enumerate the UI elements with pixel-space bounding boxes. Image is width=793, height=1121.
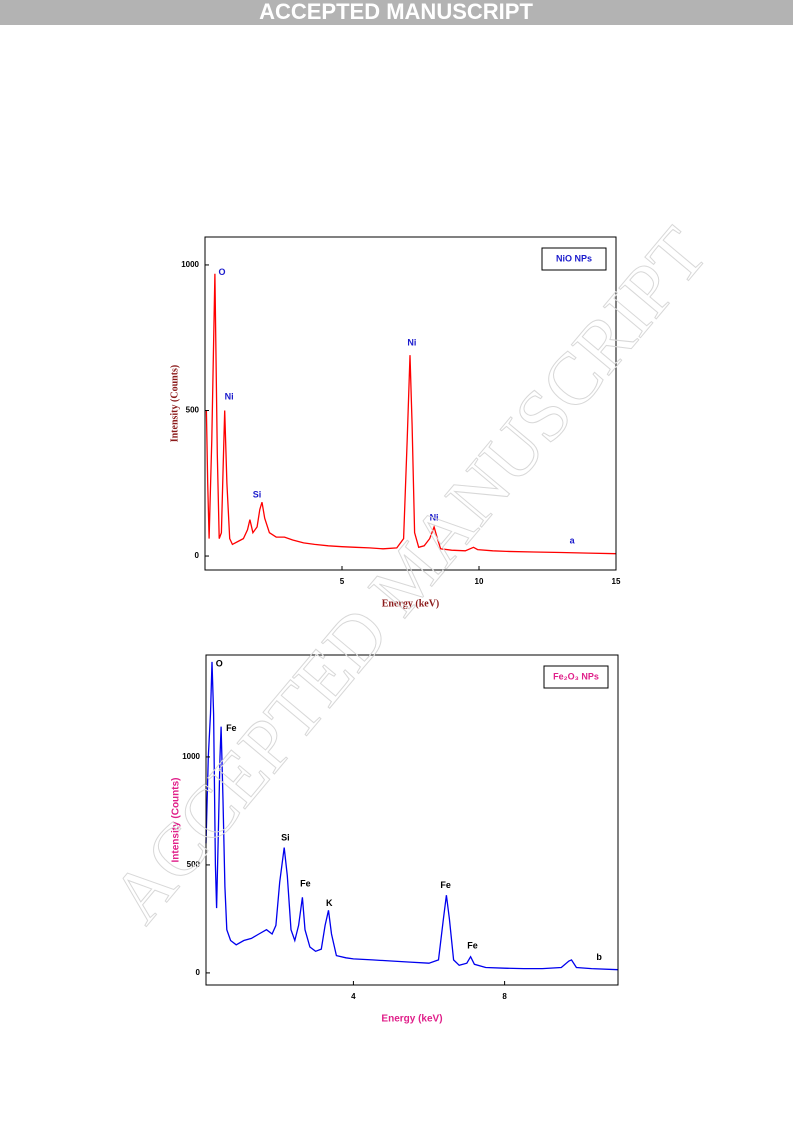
y-tick-label: 1000 [182, 752, 200, 761]
header-bar [0, 0, 793, 25]
peak-label: a [570, 535, 576, 545]
x-axis-label: Energy (keV) [381, 1014, 442, 1025]
y-tick-label: 0 [195, 551, 200, 560]
x-tick-label: 8 [502, 992, 507, 1001]
x-tick-label: 10 [475, 577, 484, 586]
x-axis-label: Energy (keV) [382, 598, 440, 609]
y-tick-label: 1000 [181, 260, 199, 269]
peak-label: Fe [226, 723, 237, 733]
y-tick-label: 0 [196, 968, 201, 977]
peak-label: Ni [430, 513, 439, 523]
peak-label: Fe [300, 878, 311, 888]
y-axis-label: Intensity (Counts) [169, 365, 180, 443]
peak-label: Fe [467, 940, 478, 950]
legend-label: NiO NPs [556, 253, 592, 263]
peak-label: b [596, 952, 602, 962]
peak-label: K [326, 898, 333, 908]
spectrum-line [205, 661, 619, 971]
legend-box [543, 665, 609, 689]
peak-label: Si [281, 832, 290, 842]
y-tick-label: 500 [187, 860, 201, 869]
header: ACCEPTED MANUSCRIPT [259, 0, 533, 24]
x-tick-label: 5 [340, 577, 345, 586]
legend-label: Fe₂O₃ NPs [553, 671, 599, 681]
watermark: ACCEPTED MANUSCRIPT [96, 213, 723, 938]
peak-label: O [218, 267, 225, 277]
spectrum-line [205, 273, 617, 555]
plot-frame [205, 654, 619, 986]
x-tick-label: 15 [612, 577, 621, 586]
y-tick-label: 500 [186, 406, 200, 415]
y-axis-label: Intensity (Counts) [171, 778, 182, 863]
x-tick-label: 4 [351, 992, 356, 1001]
peak-label: Ni [225, 391, 234, 401]
legend-box [541, 247, 607, 271]
peak-label: O [216, 658, 223, 668]
peak-label: Fe [440, 880, 451, 890]
peak-label: Ni [407, 337, 416, 347]
peak-label: Si [253, 489, 262, 499]
plot-frame [204, 236, 617, 571]
